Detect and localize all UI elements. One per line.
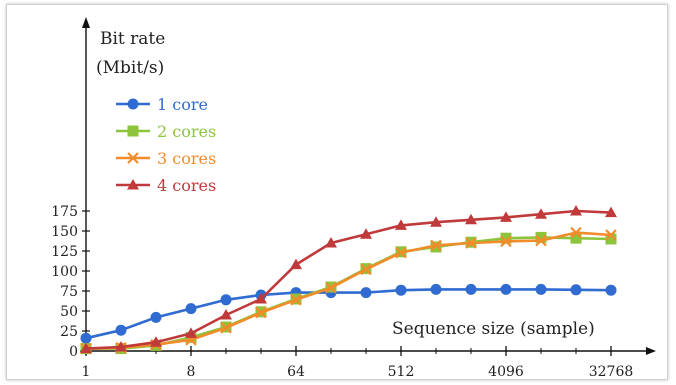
y-tick-label: 125 <box>51 244 78 260</box>
data-point <box>570 205 582 216</box>
legend-item: 4 cores <box>116 176 216 195</box>
data-point <box>605 229 617 241</box>
series-line <box>85 231 612 350</box>
series-4 <box>80 205 617 354</box>
series-line <box>85 209 612 350</box>
series-line <box>85 288 612 340</box>
data-point <box>325 237 337 248</box>
data-point <box>150 336 162 347</box>
y-tick-label: 175 <box>51 204 78 220</box>
legend-label: 2 cores <box>157 122 216 141</box>
data-point <box>430 216 442 227</box>
y-tick-label: 150 <box>51 224 78 240</box>
data-point <box>220 309 232 320</box>
x-tick-label: 1 <box>82 364 91 380</box>
axes: 0 25 50 75 100 125 150 175 1 8 64 512 4096 32768 <box>51 17 656 380</box>
legend-marker <box>127 98 139 110</box>
data-point <box>255 293 267 304</box>
data-point <box>220 294 232 306</box>
data-point <box>185 303 197 315</box>
data-point <box>80 342 92 354</box>
y-axis-title-line2: (Mbit/s) <box>96 58 164 78</box>
data-point <box>430 283 442 295</box>
data-point <box>395 284 407 296</box>
data-point <box>430 241 442 253</box>
series-3 <box>80 226 617 355</box>
data-point <box>290 294 302 306</box>
data-point <box>115 324 127 336</box>
data-point <box>80 332 92 344</box>
legend-item: 1 core <box>116 95 208 114</box>
data-point <box>360 287 372 299</box>
chart-frame <box>6 4 668 380</box>
data-point <box>150 311 162 323</box>
y-tick-label: 100 <box>51 264 78 280</box>
legend: 1 core 2 cores 3 cores 4 cores <box>116 95 216 195</box>
data-point <box>360 228 372 239</box>
x-tick-label: 512 <box>388 364 415 380</box>
y-tick-label: 25 <box>60 324 78 340</box>
x-tick-label: 8 <box>187 364 196 380</box>
data-point <box>570 226 582 239</box>
data-point <box>325 282 337 294</box>
data-point <box>115 341 127 352</box>
data-point <box>395 246 407 259</box>
data-point <box>465 283 477 295</box>
y-axis-arrow <box>82 17 90 28</box>
data-point <box>605 233 617 245</box>
y-tick-label: 50 <box>60 304 78 320</box>
data-point <box>465 237 477 249</box>
x-axis-title: Sequence size (sample) <box>392 319 595 339</box>
series-lines <box>80 205 617 355</box>
data-point <box>570 232 582 244</box>
data-point <box>255 306 267 319</box>
data-point <box>360 263 372 276</box>
data-point <box>605 206 617 218</box>
data-point <box>290 258 302 270</box>
data-point <box>395 219 407 230</box>
legend-item: 3 cores <box>116 149 216 168</box>
legend-label: 3 cores <box>157 149 216 168</box>
data-point <box>570 284 582 296</box>
data-point <box>430 239 442 252</box>
legend-marker <box>127 152 139 164</box>
legend-item: 2 cores <box>116 122 216 141</box>
data-point <box>500 232 512 244</box>
y-tick-label: 0 <box>69 344 78 360</box>
data-point <box>465 213 477 225</box>
x-tick-label: 64 <box>287 364 305 380</box>
y-tick-label: 75 <box>60 284 78 300</box>
x-tick-label: 4096 <box>488 364 524 380</box>
legend-label: 1 core <box>157 95 208 114</box>
y-axis-title-line1: Bit rate <box>100 29 165 49</box>
data-point <box>605 284 617 296</box>
data-point <box>535 231 547 243</box>
legend-marker <box>127 179 139 190</box>
x-tick-label: 32768 <box>589 364 634 380</box>
x-axis-arrow <box>646 347 656 355</box>
legend-marker <box>127 125 139 137</box>
data-point <box>535 234 547 247</box>
data-point <box>500 283 512 295</box>
data-point <box>535 208 547 219</box>
data-point <box>185 327 197 338</box>
data-point <box>500 235 512 248</box>
data-point <box>535 283 547 295</box>
data-point <box>500 211 512 222</box>
legend-label: 4 cores <box>157 176 216 195</box>
data-point <box>220 322 232 334</box>
